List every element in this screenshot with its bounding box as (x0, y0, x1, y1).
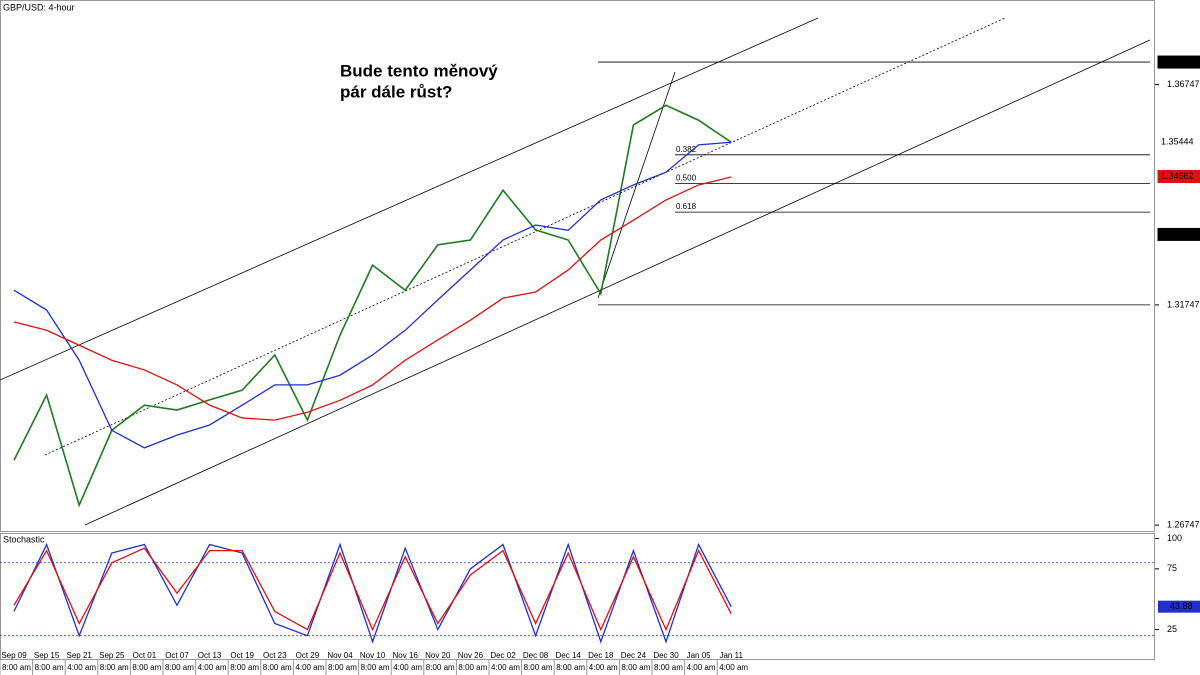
x-tick-label: Jan 05 (687, 651, 712, 660)
fib-label: 0.500 (676, 174, 697, 183)
x-time-label: 8:00 am (556, 663, 585, 672)
x-time-label: 8:00 am (35, 663, 64, 672)
price-marker-label: 1.37261 (1161, 56, 1194, 66)
x-time-label: 4:00 am (198, 663, 227, 672)
price-panel (0, 0, 1155, 532)
x-tick-label: Dec 14 (556, 651, 582, 660)
fib-label: 0.382 (676, 145, 697, 154)
x-time-label: 8:00 am (100, 663, 129, 672)
x-tick-label: Dec 18 (588, 651, 614, 660)
x-tick-label: Jan 11 (719, 651, 743, 660)
price-marker-label: 1.33347 (1161, 229, 1194, 239)
x-time-label: 8:00 am (2, 663, 31, 672)
series-line (13, 547, 732, 632)
x-tick-label: Nov 20 (425, 651, 451, 660)
x-time-label: 4:00 am (295, 663, 324, 672)
price-marker (1157, 55, 1200, 69)
x-tick-label: Dec 30 (653, 651, 679, 660)
channel-lower (84, 39, 1151, 526)
x-tick-label: Dec 08 (523, 651, 549, 660)
series-line (13, 141, 732, 449)
x-time-label: 8:00 am (426, 663, 455, 672)
x-time-label: 8:00 am (132, 663, 161, 672)
price-marker (1157, 227, 1200, 241)
price-marker-label: 1.35444 (1161, 136, 1194, 146)
x-time-label: 8:00 am (361, 663, 390, 672)
x-tick-label: Sep 21 (67, 651, 93, 660)
x-time-label: 4:00 am (491, 663, 520, 672)
x-tick-label: Nov 04 (327, 651, 353, 660)
x-time-label: 8:00 am (230, 663, 259, 672)
series-line (13, 104, 732, 508)
x-time-label: 4:00 am (719, 663, 748, 672)
y-tick-label: 1.36747 (1167, 79, 1200, 89)
value-marker-label: 43.88 (1170, 601, 1193, 611)
x-time-label: 8:00 am (165, 663, 194, 672)
price-marker-label: 1.34662 (1161, 171, 1194, 181)
x-time-label: 8:00 am (621, 663, 650, 672)
x-tick-label: Dec 02 (490, 651, 516, 660)
x-tick-label: Nov 26 (458, 651, 484, 660)
series-line (13, 542, 732, 644)
fib-label: 0.618 (676, 202, 697, 211)
x-time-label: 8:00 am (458, 663, 487, 672)
x-time-label: 4:00 am (393, 663, 422, 672)
stochastic-panel (0, 533, 1155, 660)
x-tick-label: Oct 23 (263, 651, 287, 660)
x-tick-label: Oct 07 (165, 651, 189, 660)
x-tick-label: Sep 15 (34, 651, 60, 660)
x-time-label: 4:00 am (589, 663, 618, 672)
chart-title: GBP/USD: 4-hour (3, 2, 75, 12)
x-tick-label: Sep 25 (99, 651, 125, 660)
annotation: Bude tento měnový (340, 61, 498, 80)
channel-upper (0, 17, 819, 381)
x-tick-label: Oct 29 (296, 651, 320, 660)
annotation: pár dále růst? (340, 82, 452, 101)
x-time-label: 4:00 am (67, 663, 96, 672)
y-tick-label: 1.26747 (1167, 519, 1200, 529)
x-tick-label: Oct 01 (133, 651, 157, 660)
y-tick-label: 1.31747 (1167, 299, 1200, 309)
x-tick-label: Nov 16 (393, 651, 419, 660)
y-tick-label: 100 (1167, 533, 1182, 543)
x-tick-label: Oct 19 (230, 651, 254, 660)
x-tick-label: Oct 13 (198, 651, 222, 660)
value-marker (1158, 600, 1200, 613)
y-tick-label: 75 (1167, 563, 1177, 573)
price-marker (1157, 135, 1200, 149)
x-tick-label: Sep 09 (1, 651, 27, 660)
y-tick-label: 25 (1167, 624, 1177, 634)
x-time-label: 8:00 am (263, 663, 292, 672)
price-marker (1157, 170, 1200, 184)
fib-anchor (597, 71, 676, 299)
x-time-label: 4:00 am (687, 663, 716, 672)
x-time-label: 8:00 am (328, 663, 357, 672)
x-time-label: 8:00 am (654, 663, 683, 672)
channel-mid (44, 17, 1006, 456)
x-tick-label: Dec 24 (621, 651, 647, 660)
series-line (13, 176, 732, 421)
x-time-label: 8:00 am (524, 663, 553, 672)
panel-title: Stochastic (3, 534, 45, 544)
x-tick-label: Nov 10 (360, 651, 386, 660)
